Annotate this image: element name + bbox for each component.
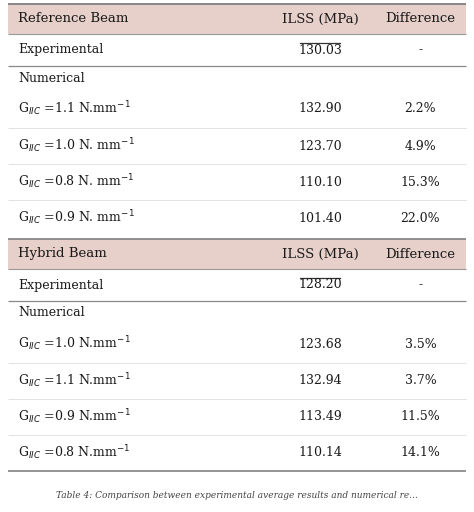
Text: Numerical: Numerical	[18, 307, 85, 319]
Text: ILSS (MPa): ILSS (MPa)	[282, 12, 358, 26]
Text: 3.5%: 3.5%	[405, 337, 437, 351]
Text: 101.40: 101.40	[298, 211, 342, 224]
Text: 110.10: 110.10	[298, 176, 342, 188]
Bar	[8, 239, 466, 269]
Text: ILSS (MPa): ILSS (MPa)	[282, 247, 358, 261]
Text: Experimental: Experimental	[18, 44, 103, 56]
Text: 3.7%: 3.7%	[405, 374, 437, 388]
Text: Difference: Difference	[385, 12, 456, 26]
Text: 22.0%: 22.0%	[401, 211, 440, 224]
Text: G$_{IIC}$ =0.8 N. mm$^{-1}$: G$_{IIC}$ =0.8 N. mm$^{-1}$	[18, 173, 134, 191]
Text: Hybrid Beam: Hybrid Beam	[18, 247, 107, 261]
Text: 110.14: 110.14	[298, 446, 342, 459]
Text: 113.49: 113.49	[298, 411, 342, 423]
Text: 130.03: 130.03	[298, 44, 342, 56]
Text: 128.20: 128.20	[298, 279, 342, 291]
Text: Difference: Difference	[385, 247, 456, 261]
Text: G$_{IIC}$ =0.8 N.mm$^{-1}$: G$_{IIC}$ =0.8 N.mm$^{-1}$	[18, 444, 130, 462]
Text: 15.3%: 15.3%	[401, 176, 440, 188]
Text: -: -	[419, 279, 422, 291]
Text: G$_{IIC}$ =1.0 N.mm$^{-1}$: G$_{IIC}$ =1.0 N.mm$^{-1}$	[18, 335, 131, 353]
Text: G$_{IIC}$ =1.1 N.mm$^{-1}$: G$_{IIC}$ =1.1 N.mm$^{-1}$	[18, 372, 131, 390]
Text: Numerical: Numerical	[18, 72, 85, 84]
Text: 2.2%: 2.2%	[405, 102, 436, 116]
Bar	[8, 4, 466, 34]
Text: 123.68: 123.68	[298, 337, 342, 351]
Text: Table 4: Comparison between experimental average results and numerical re...: Table 4: Comparison between experimental…	[56, 490, 418, 500]
Text: 11.5%: 11.5%	[401, 411, 440, 423]
Text: 14.1%: 14.1%	[401, 446, 440, 459]
Text: -: -	[419, 44, 422, 56]
Text: 123.70: 123.70	[298, 139, 342, 153]
Text: Experimental: Experimental	[18, 279, 103, 291]
Text: 4.9%: 4.9%	[405, 139, 437, 153]
Text: G$_{IIC}$ =0.9 N.mm$^{-1}$: G$_{IIC}$ =0.9 N.mm$^{-1}$	[18, 408, 131, 426]
Text: 132.94: 132.94	[298, 374, 342, 388]
Text: G$_{IIC}$ =1.0 N. mm$^{-1}$: G$_{IIC}$ =1.0 N. mm$^{-1}$	[18, 137, 135, 155]
Text: G$_{IIC}$ =1.1 N.mm$^{-1}$: G$_{IIC}$ =1.1 N.mm$^{-1}$	[18, 100, 131, 118]
Text: 132.90: 132.90	[298, 102, 342, 116]
Text: G$_{IIC}$ =0.9 N. mm$^{-1}$: G$_{IIC}$ =0.9 N. mm$^{-1}$	[18, 209, 135, 227]
Text: Reference Beam: Reference Beam	[18, 12, 128, 26]
